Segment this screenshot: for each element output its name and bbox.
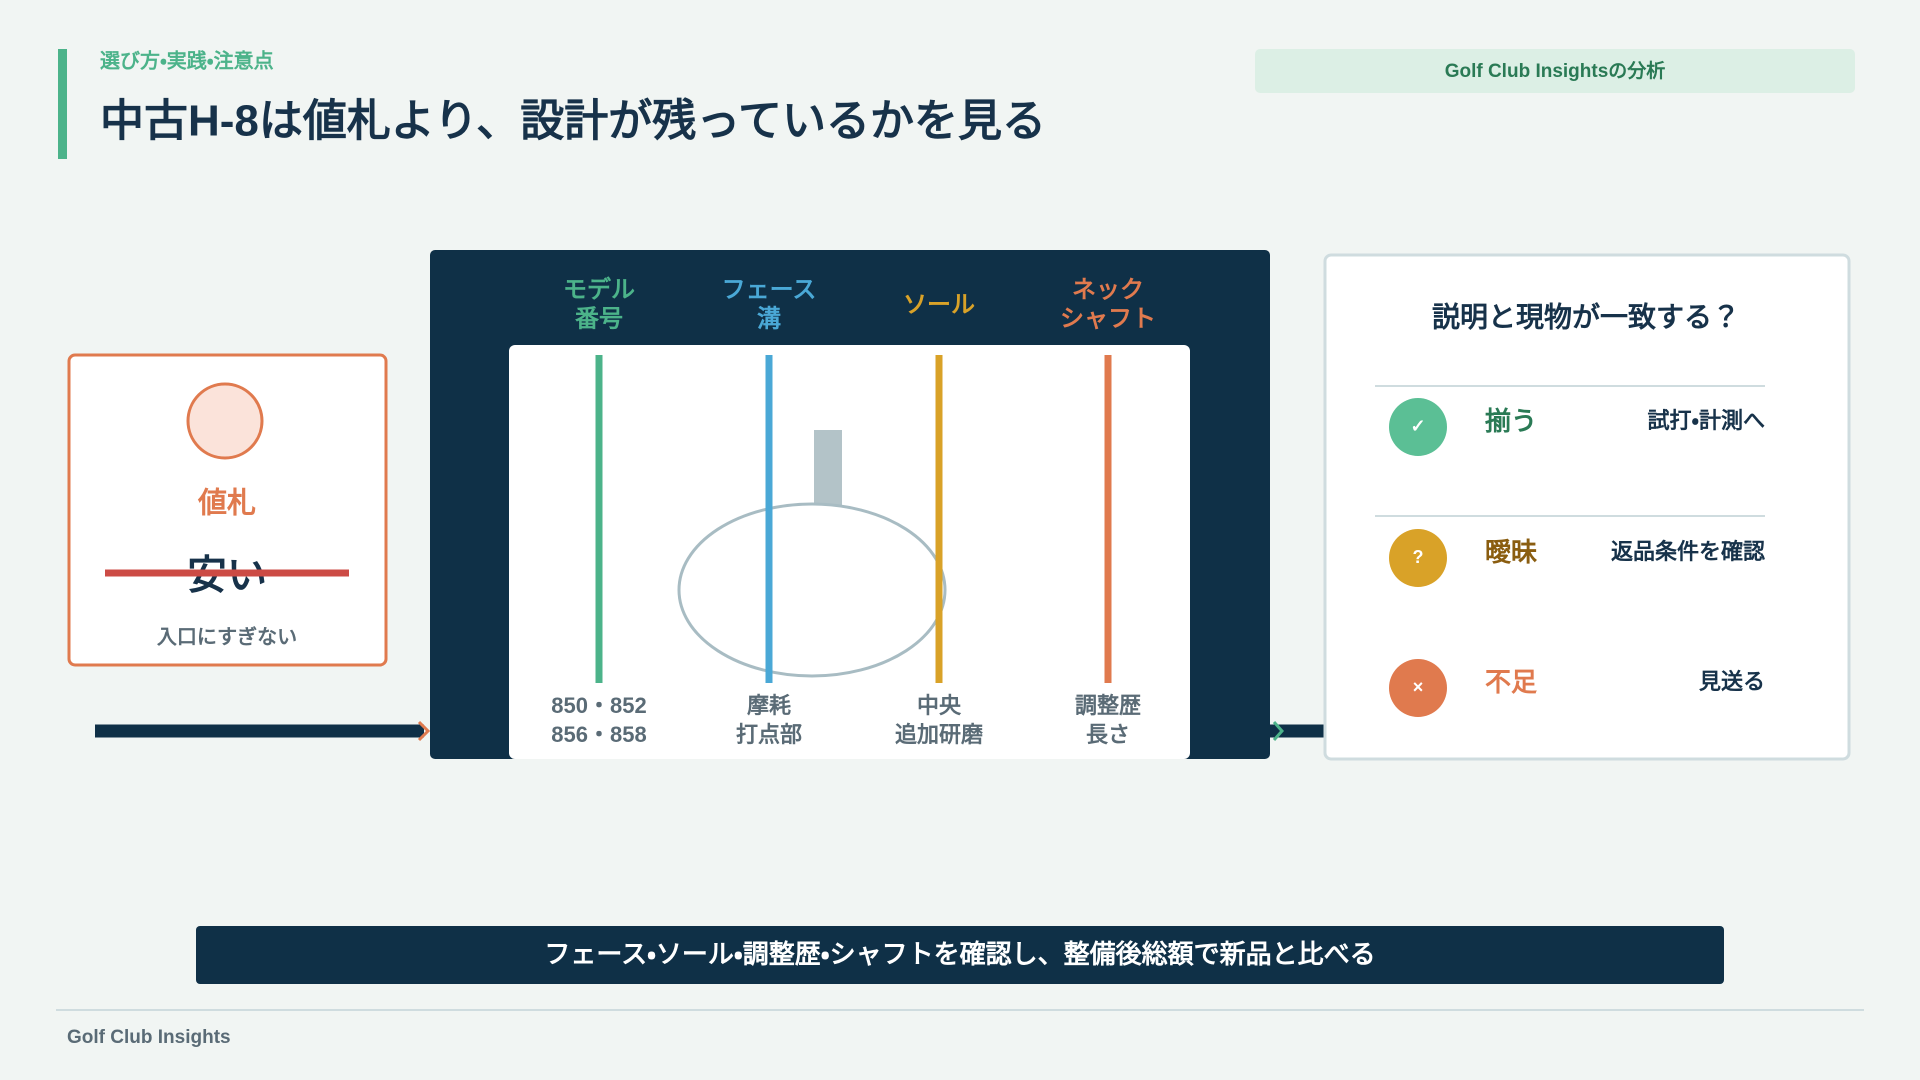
- status-symbol: ?: [1413, 547, 1424, 567]
- decision-question: 説明と現物が一致する？: [1432, 300, 1740, 332]
- column-title: モデル: [563, 275, 635, 303]
- status-symbol: ×: [1413, 677, 1424, 697]
- status-action: 返品条件を確認: [1611, 539, 1765, 564]
- column-detail: 長さ: [1086, 722, 1130, 747]
- column-detail: 調整歴: [1075, 693, 1141, 718]
- decision-rows: ✓ 揃う 試打・計測へ? 曖昧 返品条件を確認 × 不足 見送る: [1389, 398, 1765, 717]
- price-card: [67, 353, 388, 667]
- column-title: ネック: [1072, 276, 1144, 303]
- price-icon: [186, 382, 264, 460]
- section-label: 選び方・実践・注意点: [100, 48, 274, 72]
- status-icon: [1389, 398, 1447, 456]
- club-neck: [814, 430, 842, 506]
- badge-text: Golf Club Insightsの分析: [1445, 59, 1666, 82]
- banner-text: フェース・ソール・調整歴・シャフトを確認し、整備後総額で新品と比べる: [544, 939, 1375, 969]
- column-detail: 打点部: [736, 722, 802, 747]
- status-symbol: ✓: [1410, 416, 1425, 436]
- column-detail: 追加研磨: [895, 722, 983, 747]
- badge: [1255, 49, 1855, 93]
- status-icon: [1389, 529, 1447, 587]
- column-detail: 摩耗: [747, 693, 791, 718]
- column-title: シャフト: [1060, 305, 1156, 332]
- status-action: 見送る: [1699, 669, 1765, 694]
- status-action: 試打・計測へ: [1648, 408, 1765, 433]
- status-label: 曖昧: [1485, 537, 1538, 567]
- club-head: [677, 502, 947, 678]
- column-detail: 中央: [917, 693, 962, 718]
- price-label: 値札: [197, 487, 256, 520]
- price-note: 入口にすぎない: [157, 624, 297, 648]
- column-title: 番号: [574, 305, 623, 332]
- status-label: 揃う: [1485, 406, 1537, 436]
- status-icon: [1389, 659, 1447, 717]
- decision-card: [1323, 253, 1851, 761]
- column-detail: 856・858: [551, 722, 646, 747]
- title: 中古H-8は値札より、設計が残っているかを見る: [100, 96, 1046, 146]
- footer: Golf Club Insights: [67, 1027, 231, 1048]
- arrow-head: [417, 720, 431, 742]
- accent-bar: [58, 49, 67, 159]
- column-detail: 850・852: [551, 693, 646, 718]
- banner: [196, 926, 1724, 984]
- column-title: フェース: [722, 276, 817, 303]
- status-label: 不足: [1485, 667, 1537, 697]
- column-title: ソール: [903, 291, 975, 318]
- arrow-head: [1272, 721, 1285, 741]
- column-title: 溝: [757, 305, 781, 332]
